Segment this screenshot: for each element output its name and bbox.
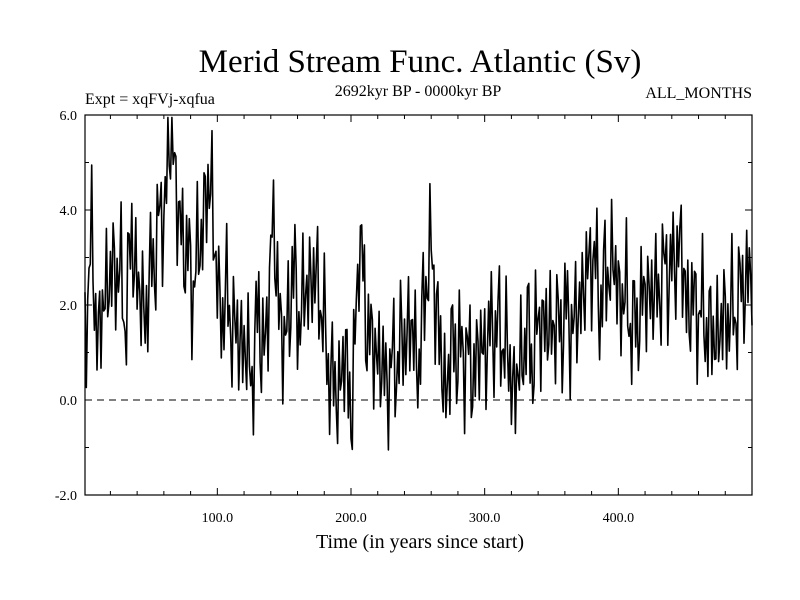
x-tick-label: 400.0 (603, 511, 635, 526)
chart-subtitle-right: ALL_MONTHS (645, 85, 752, 102)
series-line (84, 116, 753, 451)
chart-title: Merid Stream Func. Atlantic (Sv) (199, 44, 642, 80)
y-tick-label: 0.0 (60, 394, 78, 409)
x-tick-label: 300.0 (469, 511, 501, 526)
y-tick-label: 2.0 (60, 299, 78, 314)
chart-subtitle-center: 2692kyr BP - 0000kyr BP (335, 83, 502, 100)
x-tick-label: 100.0 (202, 511, 234, 526)
x-tick-label: 200.0 (335, 511, 367, 526)
plot-frame (84, 114, 753, 496)
x-axis-label: Time (in years since start) (316, 531, 524, 553)
y-tick-label: 4.0 (60, 204, 78, 219)
y-tick-label: 6.0 (60, 109, 78, 124)
chart-subtitle-left: Expt = xqFVj-xqfua (85, 91, 215, 108)
y-tick-label: -2.0 (55, 489, 77, 504)
